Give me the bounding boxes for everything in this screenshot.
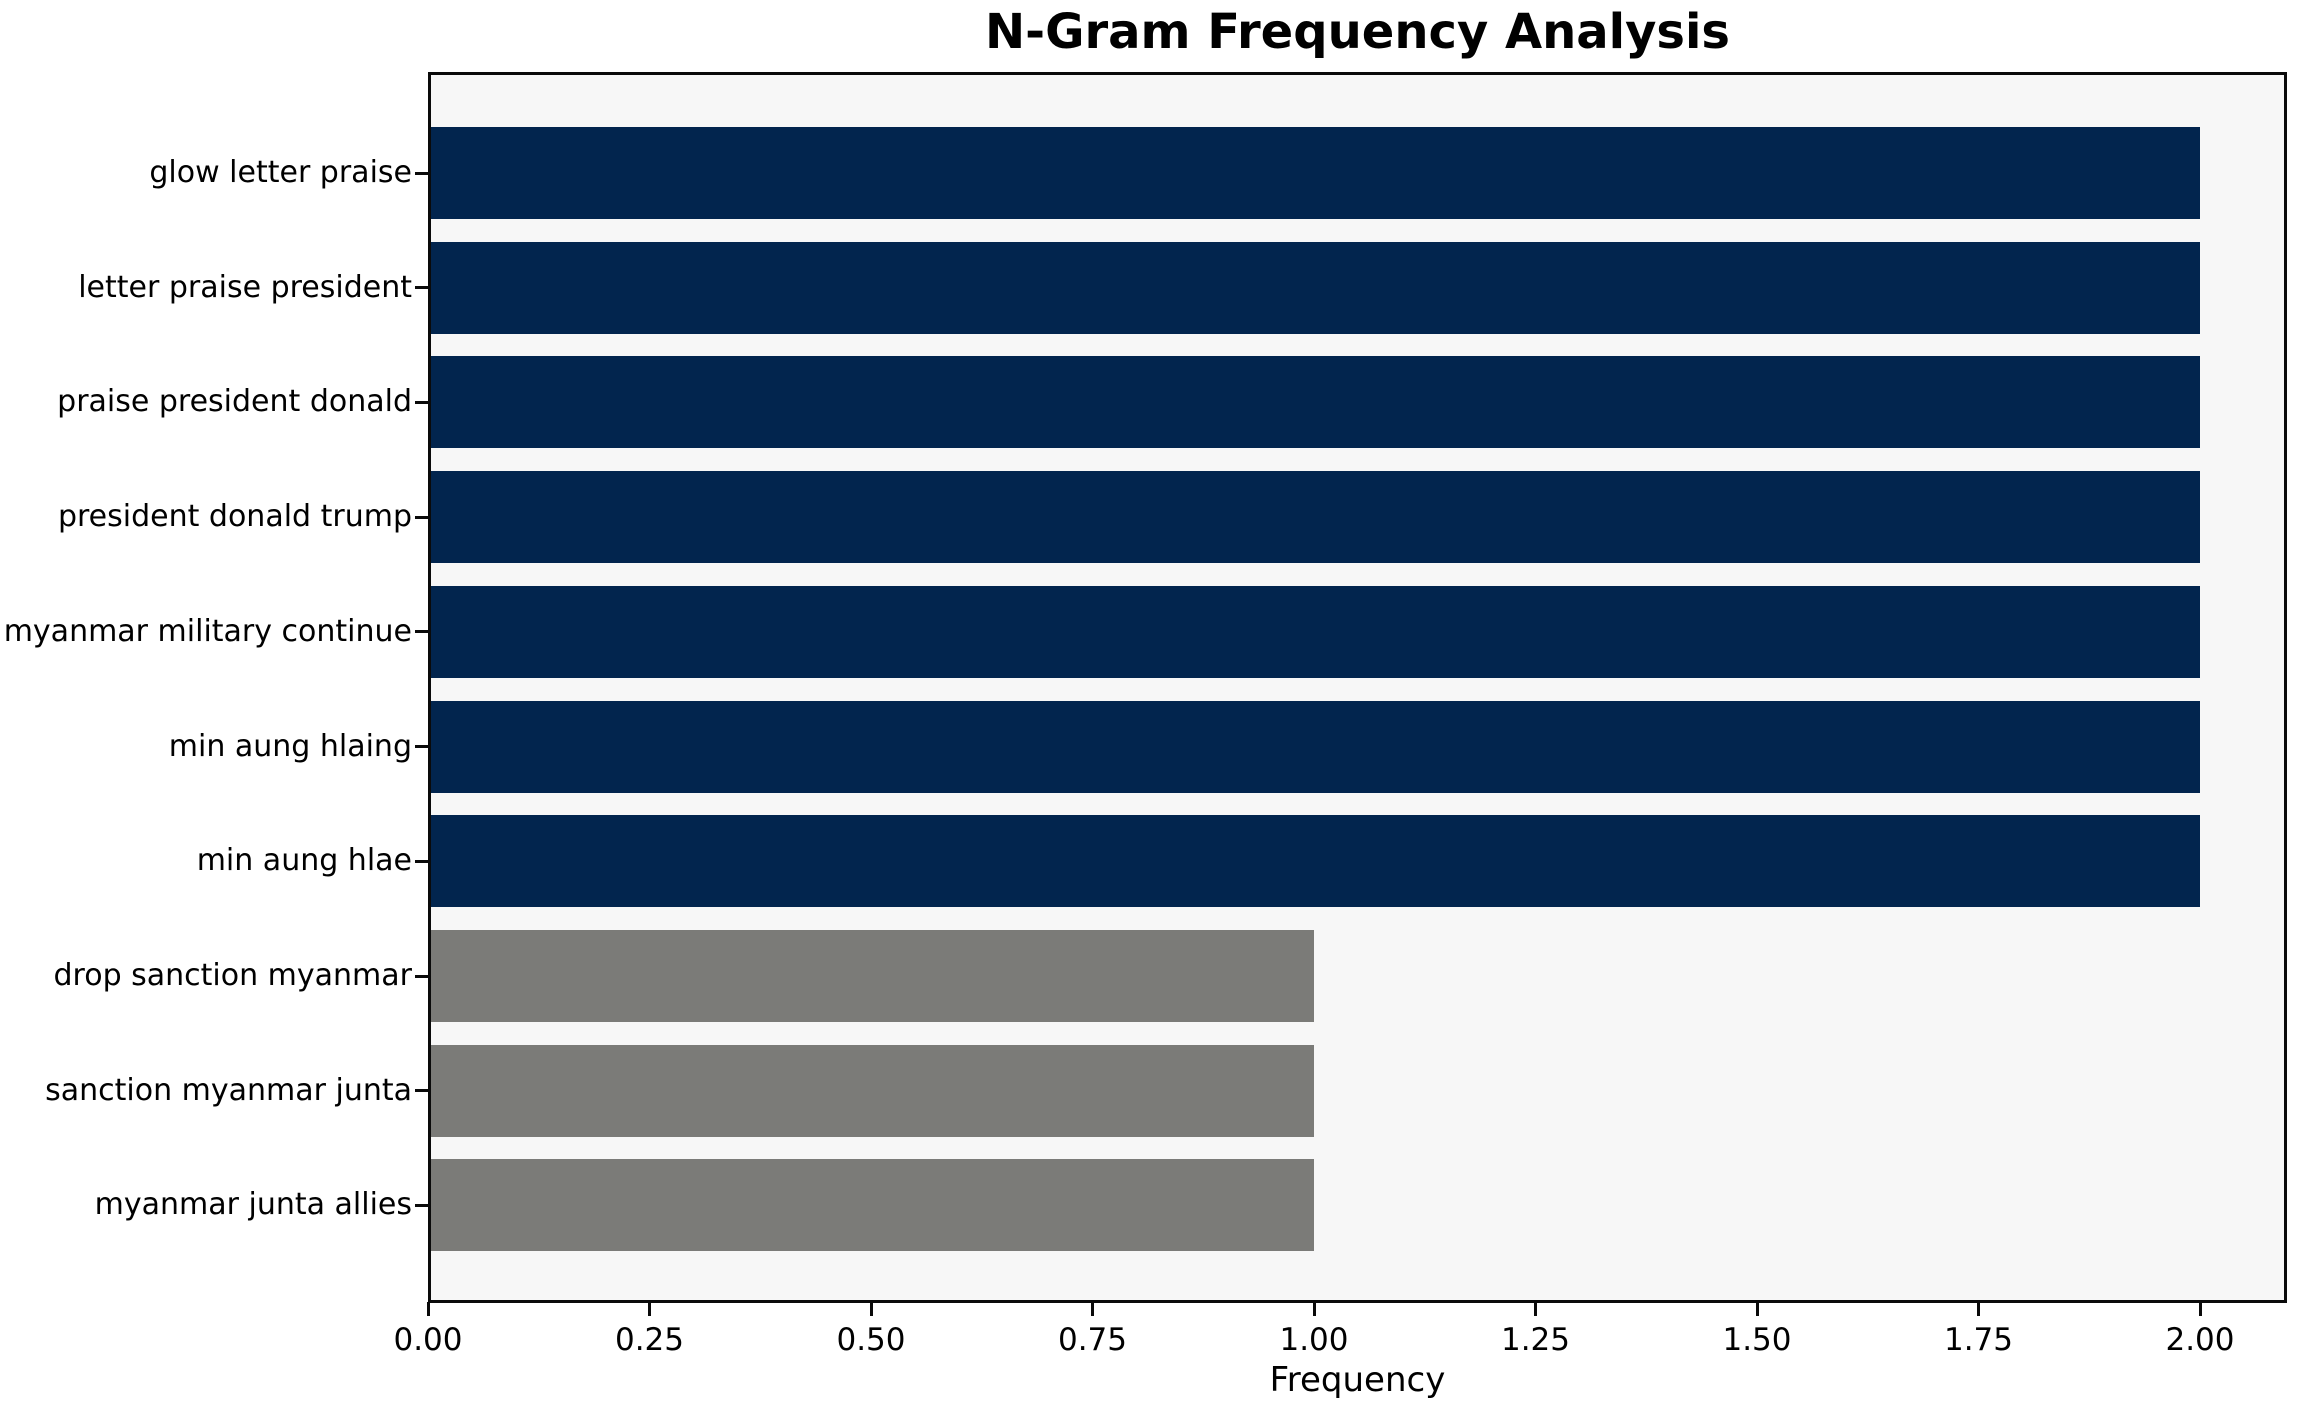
x-tick-label: 1.00 [1279, 1322, 1349, 1358]
x-tick-mark [648, 1302, 651, 1316]
y-tick-label: praise president donald [57, 384, 412, 420]
x-tick-mark [869, 1302, 873, 1316]
y-tick-mark [415, 859, 428, 863]
x-tick-label: 0.50 [836, 1322, 906, 1358]
bar-sanction-myanmar-junta [431, 1044, 1314, 1137]
y-tick-label: myanmar junta allies [94, 1187, 412, 1223]
x-tick-label: 0.75 [1057, 1322, 1128, 1358]
x-tick-label: 0.25 [614, 1322, 685, 1358]
x-tick-label: 2.00 [2165, 1322, 2235, 1358]
y-tick-mark [415, 171, 428, 175]
y-tick-mark [415, 974, 428, 978]
y-tick-label: drop sanction myanmar [53, 957, 413, 993]
bar-min-aung-hlaing [431, 700, 2200, 793]
y-tick-mark [415, 515, 428, 519]
y-tick-label: min aung hlae [196, 843, 412, 879]
x-tick-mark [1534, 1302, 1537, 1316]
x-tick-mark [1091, 1302, 1094, 1316]
y-tick-mark [415, 630, 428, 634]
bar-president-donald-trump [431, 471, 2200, 564]
bar-myanmar-military-continue [431, 585, 2200, 678]
y-tick-label: myanmar military continue [3, 613, 412, 649]
x-tick-mark [1755, 1302, 1759, 1316]
y-tick-label: sanction myanmar junta [45, 1072, 412, 1108]
x-tick-mark [426, 1302, 430, 1316]
x-tick-label: 1.25 [1500, 1322, 1571, 1358]
chart-title: N-Gram Frequency Analysis [985, 4, 1730, 60]
y-tick-mark [415, 1203, 428, 1207]
x-tick-label: 1.50 [1722, 1322, 1792, 1358]
bar-myanmar-junta-allies [431, 1159, 1314, 1252]
y-tick-mark [415, 400, 428, 404]
y-tick-label: glow letter praise [149, 154, 412, 190]
y-tick-label: letter praise president [78, 269, 412, 305]
y-tick-mark [415, 745, 428, 749]
y-tick-label: president donald trump [57, 498, 412, 534]
bar-glow-letter-praise [431, 127, 2200, 219]
x-tick-mark [2198, 1302, 2202, 1316]
x-tick-mark [1312, 1302, 1316, 1316]
bar-praise-president-donald [431, 356, 2200, 449]
bar-letter-praise-president [431, 241, 2200, 334]
plot-area [428, 72, 2287, 1303]
y-tick-mark [415, 286, 428, 290]
bar-min-aung-hlae [431, 815, 2200, 908]
x-tick-label: 0.00 [393, 1322, 463, 1358]
bar-drop-sanction-myanmar [431, 930, 1314, 1023]
x-axis-title: Frequency [1269, 1360, 1446, 1400]
x-tick-label: 1.75 [1943, 1322, 2014, 1358]
x-tick-mark [1977, 1302, 1980, 1316]
y-tick-label: min aung hlaing [168, 728, 412, 764]
y-tick-mark [415, 1089, 428, 1093]
